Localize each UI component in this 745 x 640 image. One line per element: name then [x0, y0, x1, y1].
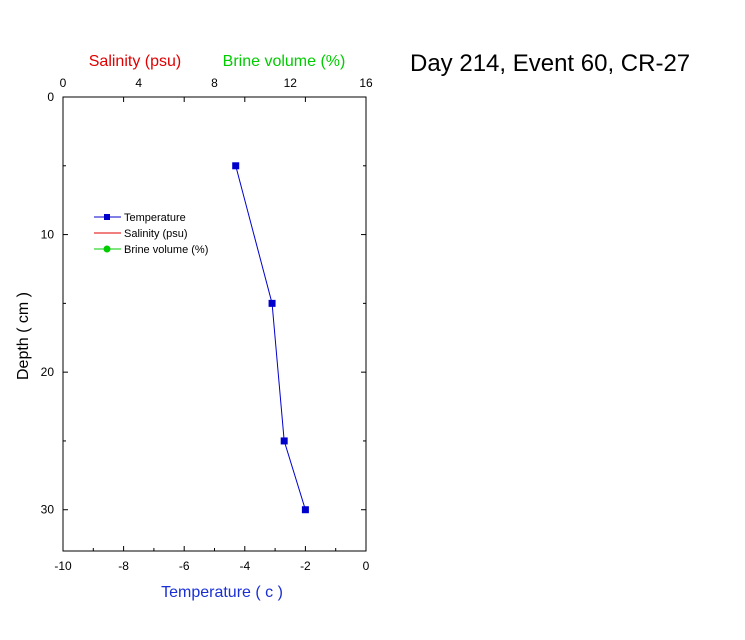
x-tick-label: -6	[179, 559, 190, 573]
legend: Temperature Salinity (psu) Brine volume (%…	[94, 212, 208, 256]
y-axis-label: Depth ( cm )	[15, 292, 32, 380]
top-x-tick-label: 4	[135, 76, 142, 90]
chart-title: Day 214, Event 60, CR-27	[410, 50, 691, 77]
x-tick-label: -4	[239, 559, 250, 573]
top-x-tick-label: 0	[60, 76, 67, 90]
x-tick-label: -10	[54, 559, 72, 573]
plot-frame	[62, 96, 367, 552]
top-x-tick-label: 8	[211, 76, 218, 90]
x-tick-label: -2	[300, 559, 311, 573]
legend-marker-circle	[103, 245, 111, 253]
y-tick-label: 30	[41, 503, 55, 517]
top-axis-label-salinity: Salinity (psu)	[89, 53, 181, 70]
plot-series	[232, 162, 309, 514]
legend-entry-label: Salinity (psu)	[124, 228, 188, 240]
top-axis-label-brine-volume: Brine volume (%)	[223, 53, 346, 70]
data-point-temperature	[301, 506, 309, 514]
data-point-temperature	[232, 162, 240, 170]
y-tick-label: 0	[47, 90, 54, 104]
legend-entry-label: Temperature	[124, 212, 186, 224]
x-axis-label: Temperature ( c )	[161, 584, 283, 601]
legend-marker-square	[104, 214, 110, 220]
series-line-temperature	[235, 165, 306, 510]
axes-frame	[62, 96, 367, 552]
legend-entry-label: Brine volume (%)	[124, 244, 208, 256]
data-point-temperature	[280, 437, 288, 445]
x-tick-label: 0	[363, 559, 370, 573]
y-tick-label: 20	[41, 365, 55, 379]
top-x-tick-label: 12	[284, 76, 298, 90]
axis-ticks	[62, 96, 367, 551]
x-tick-label: -8	[118, 559, 129, 573]
data-point-temperature	[268, 299, 276, 307]
top-x-tick-label: 16	[359, 76, 373, 90]
y-tick-label: 10	[41, 228, 55, 242]
